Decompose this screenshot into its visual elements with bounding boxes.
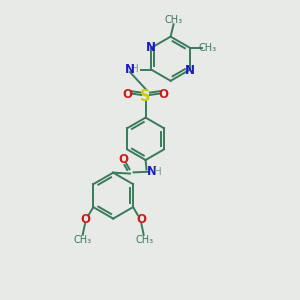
Text: N: N xyxy=(146,40,156,54)
Text: H: H xyxy=(131,64,139,74)
Text: N: N xyxy=(185,64,195,77)
Text: N: N xyxy=(146,165,157,178)
Text: CH₃: CH₃ xyxy=(164,15,183,25)
Text: CH₃: CH₃ xyxy=(135,235,153,244)
Text: O: O xyxy=(118,153,128,166)
Text: O: O xyxy=(136,213,146,226)
Text: O: O xyxy=(80,213,90,226)
Text: CH₃: CH₃ xyxy=(199,43,217,53)
Text: CH₃: CH₃ xyxy=(73,235,91,244)
Text: S: S xyxy=(140,89,151,104)
Text: O: O xyxy=(159,88,169,101)
Text: H: H xyxy=(154,167,162,177)
Text: N: N xyxy=(125,63,135,76)
Text: O: O xyxy=(122,88,132,101)
